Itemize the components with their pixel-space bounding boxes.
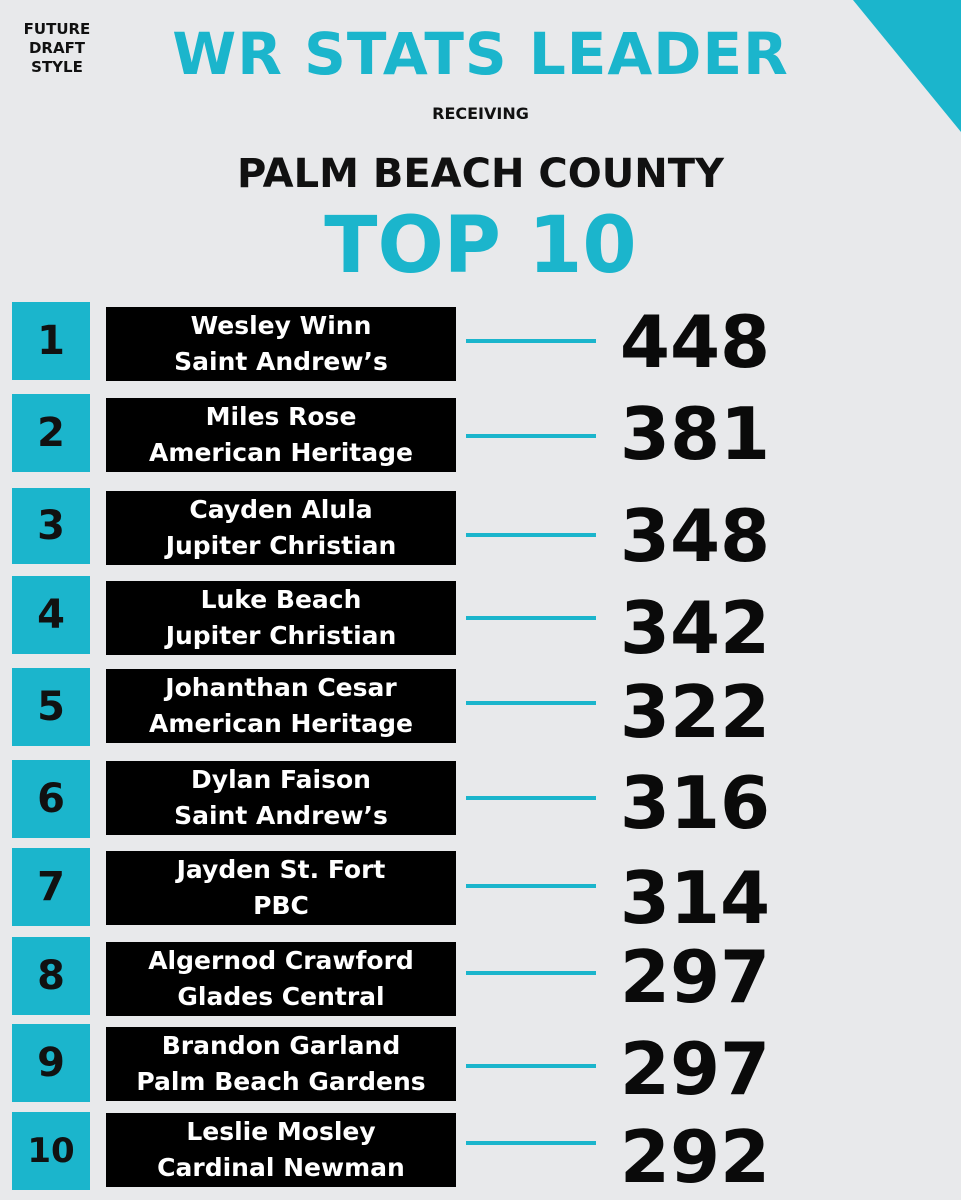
connector-line	[466, 701, 596, 705]
receiving-yards: 322	[619, 670, 771, 754]
receiving-yards: 314	[619, 856, 771, 940]
player-name: Dylan Faison	[191, 765, 371, 794]
player-school: Jupiter Christian	[165, 531, 397, 560]
player-card: Leslie Mosley Cardinal Newman	[106, 1113, 456, 1187]
connector-line	[466, 1064, 596, 1068]
receiving-yards: 342	[619, 586, 771, 670]
player-card: Johanthan Cesar American Heritage	[106, 669, 456, 743]
connector-line	[466, 434, 596, 438]
brand-logo: FUTURE DRAFT STYLE	[14, 20, 100, 77]
player-card: Cayden Alula Jupiter Christian	[106, 491, 456, 565]
player-school: Saint Andrew’s	[174, 801, 388, 830]
page-title: WR STATS LEADER	[172, 20, 789, 88]
rank-badge: 4	[12, 576, 90, 654]
player-school: Palm Beach Gardens	[136, 1067, 426, 1096]
player-name: Luke Beach	[200, 585, 362, 614]
connector-line	[466, 339, 596, 343]
receiving-yards: 292	[619, 1115, 771, 1199]
player-card: Algernod Crawford Glades Central	[106, 942, 456, 1016]
player-name: Wesley Winn	[190, 311, 372, 340]
connector-line	[466, 1141, 596, 1145]
player-card: Miles Rose American Heritage	[106, 398, 456, 472]
player-school: Saint Andrew’s	[174, 347, 388, 376]
player-card: Dylan Faison Saint Andrew’s	[106, 761, 456, 835]
corner-accent	[853, 0, 961, 132]
receiving-yards: 448	[619, 300, 771, 384]
player-name: Cayden Alula	[189, 495, 373, 524]
connector-line	[466, 616, 596, 620]
brand-line: STYLE	[31, 58, 83, 76]
receiving-yards: 348	[619, 494, 771, 578]
rank-badge: 8	[12, 937, 90, 1015]
region-title: PALM BEACH COUNTY	[237, 151, 724, 197]
rank-badge: 7	[12, 848, 90, 926]
player-card: Brandon Garland Palm Beach Gardens	[106, 1027, 456, 1101]
rank-badge: 6	[12, 760, 90, 838]
rank-badge: 3	[12, 488, 90, 564]
connector-line	[466, 533, 596, 537]
player-name: Johanthan Cesar	[165, 673, 397, 702]
top-heading: TOP 10	[324, 201, 637, 291]
rank-badge: 9	[12, 1024, 90, 1102]
player-name: Algernod Crawford	[148, 946, 414, 975]
receiving-yards: 316	[619, 761, 771, 845]
connector-line	[466, 796, 596, 800]
player-card: Wesley Winn Saint Andrew’s	[106, 307, 456, 381]
receiving-yards: 297	[619, 1027, 771, 1111]
player-school: Jupiter Christian	[165, 621, 397, 650]
player-school: Cardinal Newman	[157, 1153, 405, 1182]
player-card: Jayden St. Fort PBC	[106, 851, 456, 925]
player-name: Jayden St. Fort	[176, 855, 386, 884]
player-name: Leslie Mosley	[186, 1117, 376, 1146]
player-school: Glades Central	[177, 982, 385, 1011]
brand-line: FUTURE	[23, 20, 91, 38]
player-card: Luke Beach Jupiter Christian	[106, 581, 456, 655]
connector-line	[466, 971, 596, 975]
rank-badge: 2	[12, 394, 90, 472]
connector-line	[466, 884, 596, 888]
player-name: Brandon Garland	[161, 1031, 401, 1060]
rank-badge: 5	[12, 668, 90, 746]
receiving-yards: 297	[619, 935, 771, 1019]
player-school: American Heritage	[149, 709, 413, 738]
player-name: Miles Rose	[205, 402, 357, 431]
player-school: American Heritage	[149, 438, 413, 467]
receiving-yards: 381	[619, 392, 771, 476]
player-school: PBC	[253, 891, 309, 920]
rank-badge: 10	[12, 1112, 90, 1190]
rank-badge: 1	[12, 302, 90, 380]
brand-line: DRAFT	[28, 39, 86, 57]
page-subtitle: RECEIVING	[432, 104, 529, 123]
